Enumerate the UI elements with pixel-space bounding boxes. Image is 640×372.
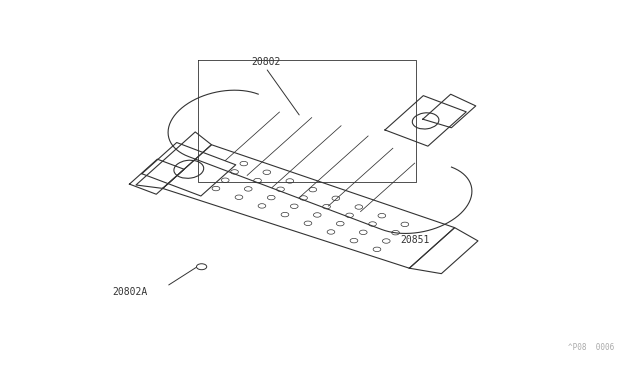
Text: 20802A: 20802A [112,287,147,297]
Text: 20802: 20802 [251,57,280,67]
Text: ^P08  0006: ^P08 0006 [568,343,614,352]
Text: 20851: 20851 [400,235,429,245]
